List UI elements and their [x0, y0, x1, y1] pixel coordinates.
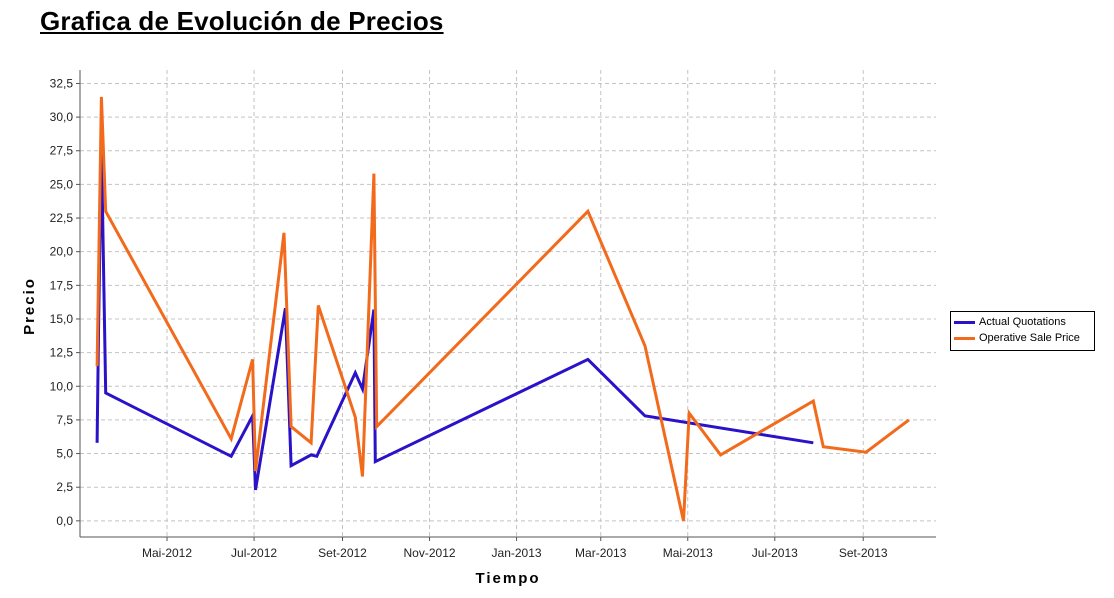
y-tick-label: 27,5	[50, 144, 74, 158]
x-tick-label: Mar-2013	[575, 546, 627, 560]
legend-item-operative-sale-price: Operative Sale Price	[954, 330, 1094, 346]
series-line-actual-quotations	[95, 143, 814, 491]
legend-label-actual-quotations: Actual Quotations	[979, 316, 1066, 328]
legend-swatch-operative-sale-price	[954, 336, 975, 340]
chart-series	[95, 96, 910, 522]
x-tick-label: Mai-2013	[663, 546, 713, 560]
y-tick-label: 30,0	[50, 110, 74, 124]
x-tick-label: Jul-2013	[752, 546, 798, 560]
legend-item-actual-quotations: Actual Quotations	[954, 314, 1094, 330]
x-axis-title: Tiempo	[475, 570, 540, 587]
y-tick-label: 7,5	[56, 413, 73, 427]
x-tick-label: Mai-2012	[142, 546, 192, 560]
y-tick-label: 25,0	[50, 177, 74, 191]
y-tick-label: 22,5	[50, 211, 74, 225]
legend-label-operative-sale-price: Operative Sale Price	[979, 332, 1080, 344]
y-tick-label: 17,5	[50, 278, 74, 292]
y-axis-title: Precio	[21, 277, 38, 335]
y-tick-label: 5,0	[56, 447, 73, 461]
y-tick-label: 20,0	[50, 245, 74, 259]
y-tick-label: 32,5	[50, 76, 74, 90]
chart-grid	[80, 70, 936, 537]
y-tick-label: 12,5	[50, 346, 74, 360]
x-tick-label: Set-2012	[318, 546, 367, 560]
chart-axes: 0,0 2,5 5,0 7,5 10,0 12,5 15,0 17,5 20,0 22,5 25,0…	[50, 70, 936, 560]
y-tick-label: 2,5	[56, 480, 73, 494]
series-line-operative-sale-price	[95, 96, 910, 522]
x-tick-label: Set-2013	[839, 546, 888, 560]
x-tick-label: Jan-2013	[492, 546, 542, 560]
y-tick-label: 0,0	[56, 514, 73, 528]
x-tick-label: Nov-2012	[404, 546, 456, 560]
x-tick-label: Jul-2012	[231, 546, 277, 560]
y-tick-label: 10,0	[50, 379, 74, 393]
page-title: Grafica de Evolución de Precios	[40, 6, 444, 36]
y-tick-label: 15,0	[50, 312, 74, 326]
chart-legend: Actual Quotations Operative Sale Price	[950, 311, 1095, 351]
legend-swatch-actual-quotations	[954, 320, 975, 324]
